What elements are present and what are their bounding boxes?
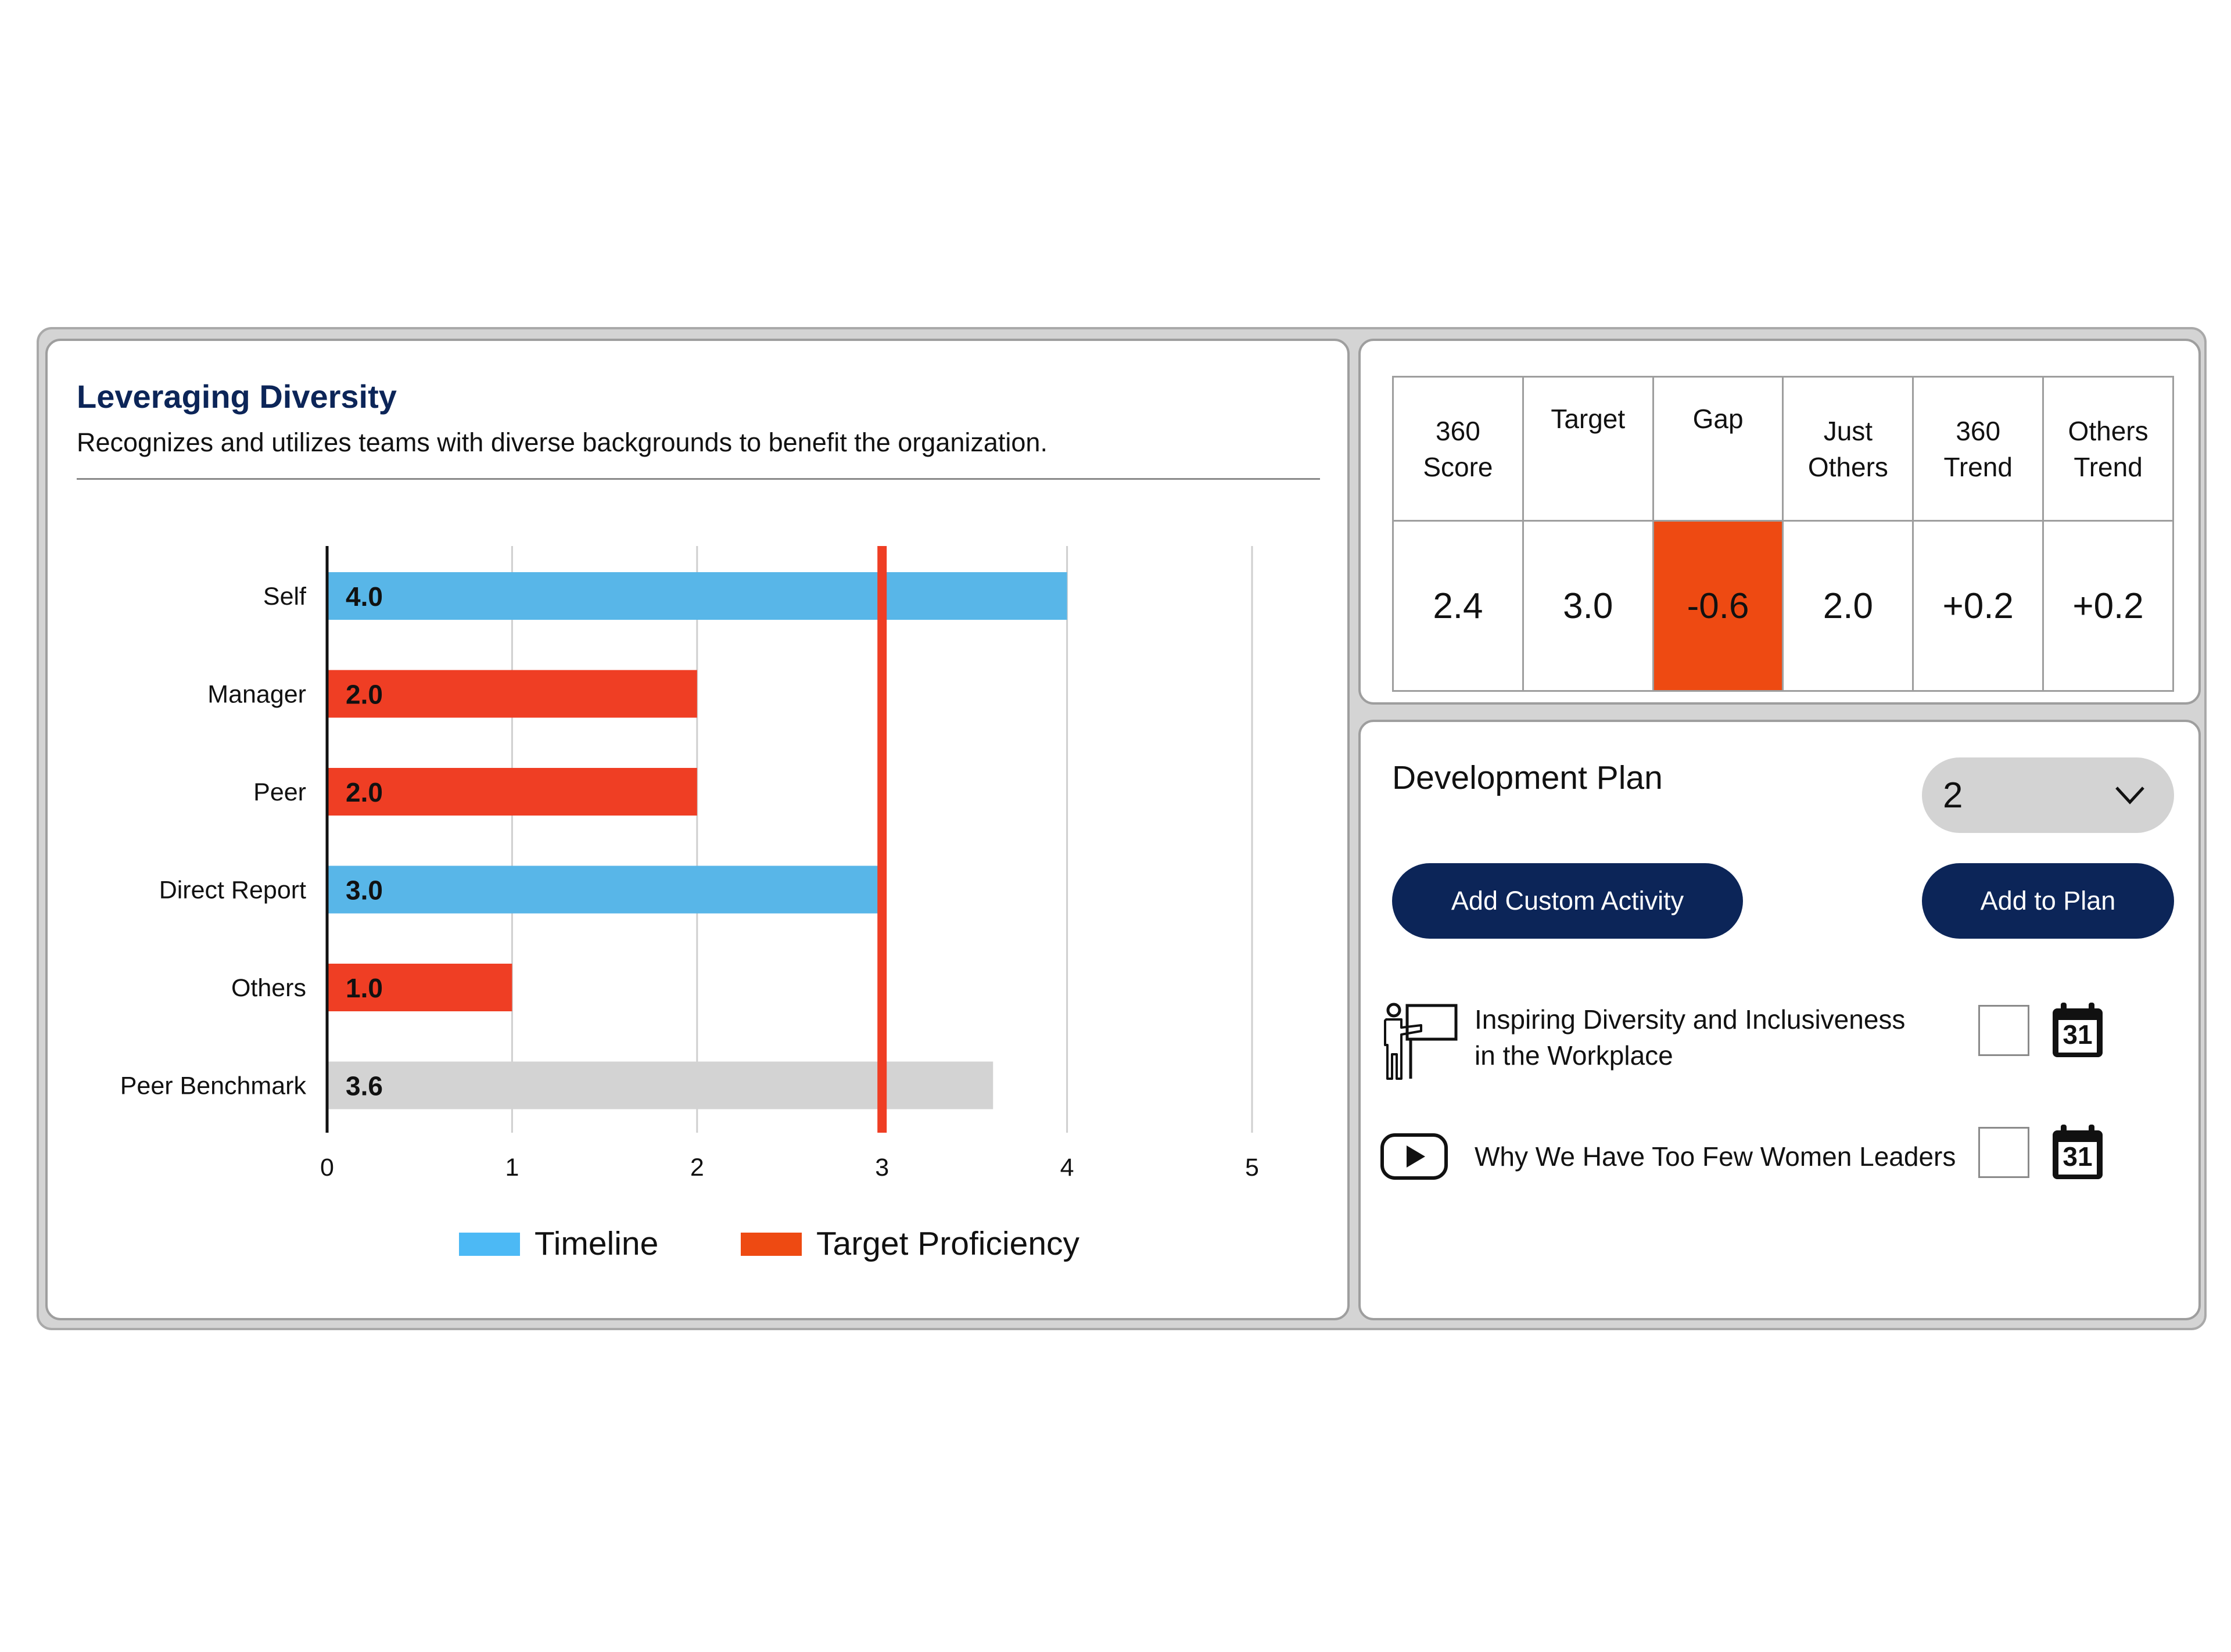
legend-swatch <box>741 1233 802 1256</box>
plan-number-dropdown[interactable]: 2 <box>1922 757 2174 833</box>
bar <box>327 865 883 914</box>
category-label: Direct Report <box>159 877 306 904</box>
score-header-row: 360 Score Target Gap Just Others 360 Trend … <box>1392 376 2174 522</box>
calendar-day: 31 <box>2063 1141 2093 1172</box>
bar-value-label: 1.0 <box>346 973 383 1003</box>
legend-swatch <box>459 1233 520 1256</box>
calendar-icon[interactable]: 31 <box>2050 1001 2105 1060</box>
bar <box>327 572 1067 620</box>
add-to-plan-button[interactable]: Add to Plan <box>1922 863 2174 939</box>
competency-description: Recognizes and utilizes teams with diver… <box>77 428 1048 457</box>
activity-1-checkbox[interactable] <box>1978 1005 2029 1056</box>
x-tick-label: 2 <box>690 1154 704 1181</box>
bar <box>327 670 697 718</box>
x-tick-label: 4 <box>1060 1154 1074 1181</box>
presenter-icon <box>1384 1003 1458 1080</box>
x-tick-label: 1 <box>505 1154 519 1181</box>
calendar-day: 31 <box>2063 1019 2093 1050</box>
legend-label: Target Proficiency <box>816 1225 1080 1262</box>
bar-value-label: 2.0 <box>346 777 383 807</box>
bar-value-label: 3.6 <box>346 1071 383 1101</box>
category-label: Manager <box>207 681 306 709</box>
score-value-row: 2.4 3.0 -0.6 2.0 +0.2 +0.2 <box>1392 520 2174 692</box>
category-label: Peer <box>253 778 306 806</box>
category-label: Peer Benchmark <box>120 1072 307 1100</box>
legend-label: Timeline <box>535 1225 658 1262</box>
dropdown-selected-value: 2 <box>1943 775 1963 816</box>
competency-title: Leveraging Diversity <box>77 378 397 415</box>
bar-value-label: 2.0 <box>346 680 383 710</box>
bar-value-label: 4.0 <box>346 581 383 612</box>
bar <box>327 768 697 816</box>
activity-2-checkbox[interactable] <box>1978 1127 2029 1178</box>
value-others-trend: +0.2 <box>2042 520 2174 692</box>
activity-2-title[interactable]: Why We Have Too Few Women Leaders <box>1475 1141 1956 1172</box>
header-gap: Gap <box>1652 376 1784 522</box>
value-360-trend: +0.2 <box>1912 520 2045 692</box>
header-just-others: Just Others <box>1782 376 1914 522</box>
category-label: Self <box>263 583 307 610</box>
activity-1-title[interactable]: Inspiring Diversity and Inclusiveness in … <box>1475 1004 1906 1071</box>
score-table: 360 Score Target Gap Just Others 360 Trend … <box>1392 376 2174 692</box>
x-tick-label: 5 <box>1245 1154 1259 1181</box>
video-play-icon[interactable] <box>1380 1133 1448 1180</box>
add-custom-activity-button[interactable]: Add Custom Activity <box>1392 863 1743 939</box>
development-plan-title: Development Plan <box>1392 759 1663 796</box>
x-tick-label: 0 <box>320 1154 334 1181</box>
value-target: 3.0 <box>1522 520 1654 692</box>
bar-value-label: 3.0 <box>346 875 383 906</box>
header-target: Target <box>1522 376 1654 522</box>
category-label: Others <box>231 974 306 1002</box>
value-360-score: 2.4 <box>1392 520 1524 692</box>
value-just-others: 2.0 <box>1782 520 1914 692</box>
header-others-trend: Others Trend <box>2042 376 2174 522</box>
bar <box>327 964 512 1011</box>
title-divider <box>77 478 1320 480</box>
x-tick-label: 3 <box>875 1154 889 1181</box>
calendar-icon[interactable]: 31 <box>2050 1123 2105 1181</box>
bar <box>327 1061 993 1109</box>
chevron-down-icon <box>2115 787 2144 805</box>
header-360-score: 360 Score <box>1392 376 1524 522</box>
value-gap: -0.6 <box>1652 520 1784 692</box>
header-360-trend: 360 Trend <box>1912 376 2045 522</box>
